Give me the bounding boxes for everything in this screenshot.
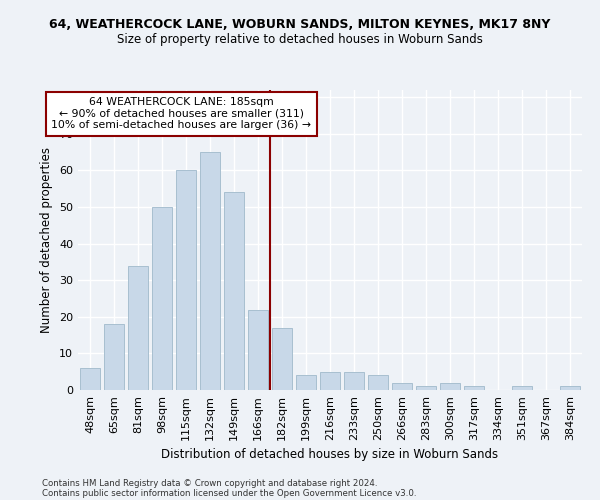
Bar (440, 382, 460, 390)
Bar (104, 324, 124, 390)
Bar (272, 328, 292, 390)
Bar (152, 207, 172, 390)
Bar (344, 372, 364, 390)
Bar (320, 372, 340, 390)
Bar (128, 266, 148, 390)
Text: Contains public sector information licensed under the Open Government Licence v3: Contains public sector information licen… (42, 488, 416, 498)
Bar (296, 376, 316, 390)
X-axis label: Distribution of detached houses by size in Woburn Sands: Distribution of detached houses by size … (161, 448, 499, 461)
Bar (368, 376, 388, 390)
Bar (512, 386, 532, 390)
Bar (224, 192, 244, 390)
Text: Contains HM Land Registry data © Crown copyright and database right 2024.: Contains HM Land Registry data © Crown c… (42, 478, 377, 488)
Text: Size of property relative to detached houses in Woburn Sands: Size of property relative to detached ho… (117, 32, 483, 46)
Y-axis label: Number of detached properties: Number of detached properties (40, 147, 53, 333)
Bar (80, 368, 100, 390)
Bar (416, 386, 436, 390)
Text: 64, WEATHERCOCK LANE, WOBURN SANDS, MILTON KEYNES, MK17 8NY: 64, WEATHERCOCK LANE, WOBURN SANDS, MILT… (49, 18, 551, 30)
Bar (248, 310, 268, 390)
Bar (392, 382, 412, 390)
Bar (464, 386, 484, 390)
Bar (560, 386, 580, 390)
Bar (176, 170, 196, 390)
Bar (200, 152, 220, 390)
Text: 64 WEATHERCOCK LANE: 185sqm
← 90% of detached houses are smaller (311)
10% of se: 64 WEATHERCOCK LANE: 185sqm ← 90% of det… (51, 97, 311, 130)
